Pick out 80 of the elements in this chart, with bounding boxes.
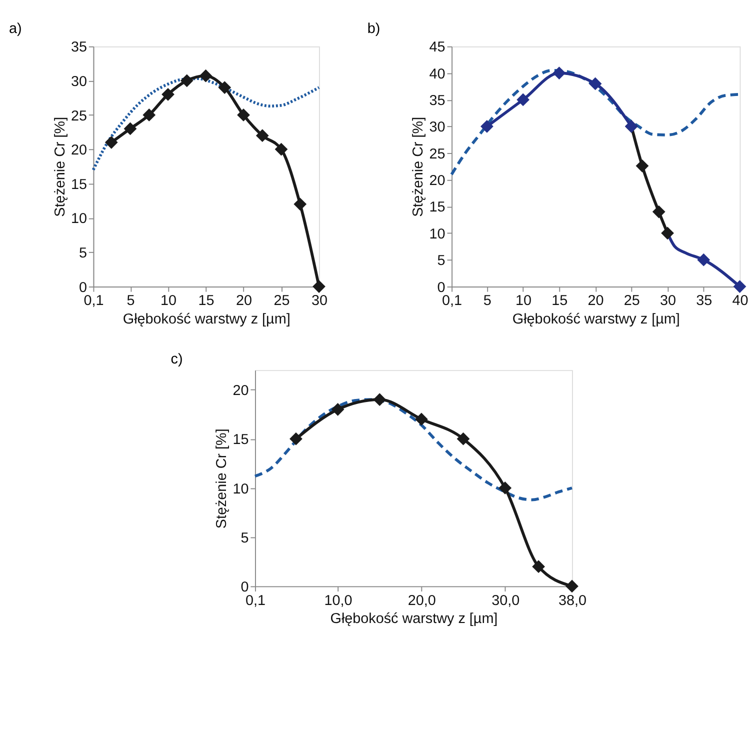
y-tick-label: 10 <box>232 481 249 498</box>
x-tick-label: 20,0 <box>408 592 436 609</box>
x-axis-title: Głębokość warstwy z [µm] <box>122 312 290 328</box>
point <box>290 432 302 446</box>
x-tick-label: 10 <box>516 293 532 310</box>
chart-title: c) <box>170 351 183 368</box>
point <box>733 280 746 293</box>
point <box>124 122 137 136</box>
y-tick-label: 35 <box>429 93 446 110</box>
point <box>516 93 530 106</box>
point <box>274 142 288 156</box>
point <box>373 393 386 406</box>
y-tick-label: 20 <box>429 173 446 190</box>
chart-title: b) <box>367 20 380 37</box>
point <box>566 580 578 593</box>
x-tick-label: 10,0 <box>324 592 352 609</box>
y-tick-label: 45 <box>429 40 446 56</box>
point <box>256 129 269 142</box>
point <box>636 159 649 172</box>
x-tick-label: 35 <box>696 293 712 310</box>
point <box>588 77 602 90</box>
y-tick-label: 10 <box>70 211 88 228</box>
x-tick-label: 30 <box>660 293 676 310</box>
y-axis-title: Stężenie Cr [%] <box>52 116 68 217</box>
y-tick-label: 30 <box>70 74 88 90</box>
x-tick-label: 30,0 <box>492 592 520 609</box>
point <box>180 74 194 88</box>
point <box>652 205 666 218</box>
y-tick-label: 35 <box>70 40 88 56</box>
point <box>218 81 232 94</box>
x-tick-label: 20 <box>588 293 604 310</box>
x-tick-label: 0,1 <box>442 293 462 310</box>
y-axis-title: Stężenie Cr [%] <box>410 116 427 217</box>
x-tick-label: 40 <box>732 293 748 310</box>
y-tick-label: 0 <box>78 280 88 296</box>
point <box>312 280 326 293</box>
line-series <box>254 398 574 502</box>
chart-title: a) <box>9 20 22 37</box>
y-tick-label: 5 <box>437 253 446 270</box>
x-tick-label: 5 <box>483 293 492 310</box>
point <box>162 88 174 101</box>
point <box>294 198 307 211</box>
x-tick-label: 38,0 <box>558 592 586 609</box>
x-tick-label: 15 <box>552 293 568 310</box>
x-tick-label: 30 <box>311 293 328 310</box>
point <box>498 482 512 494</box>
y-tick-label: 20 <box>232 383 249 400</box>
y-axis-title: Stężenie Cr [%] <box>214 428 230 529</box>
y-tick-label: 5 <box>78 245 88 262</box>
point <box>415 412 428 426</box>
x-tick-label: 0,1 <box>84 293 104 310</box>
point <box>480 120 494 133</box>
point <box>552 66 566 80</box>
y-tick-label: 15 <box>429 200 446 216</box>
y-tick-label: 15 <box>70 176 88 193</box>
x-tick-label: 10 <box>160 293 176 310</box>
y-tick-label: 5 <box>240 530 249 546</box>
y-tick-label: 25 <box>429 146 446 162</box>
x-tick-label: 15 <box>198 293 214 310</box>
point <box>331 402 344 416</box>
y-tick-label: 40 <box>429 66 446 82</box>
y-tick-label: 25 <box>70 108 88 124</box>
y-tick-label: 15 <box>232 432 249 448</box>
x-tick-label: 25 <box>624 293 640 310</box>
point <box>142 108 156 122</box>
x-axis-title: Głębokość warstwy z [µm] <box>512 312 680 328</box>
point <box>661 226 674 240</box>
point <box>237 108 250 122</box>
x-tick-label: 5 <box>126 293 135 310</box>
point <box>199 69 212 82</box>
x-axis-title: Głębokość warstwy z [µm] <box>330 611 498 628</box>
point <box>532 560 545 574</box>
point <box>456 432 470 446</box>
x-tick-label: 25 <box>274 293 290 310</box>
y-tick-label: 10 <box>429 226 446 242</box>
y-tick-label: 20 <box>70 142 88 159</box>
point <box>104 136 118 149</box>
y-tick-label: 30 <box>429 120 446 136</box>
point <box>697 253 710 266</box>
y-tick-label: 0 <box>437 280 446 296</box>
